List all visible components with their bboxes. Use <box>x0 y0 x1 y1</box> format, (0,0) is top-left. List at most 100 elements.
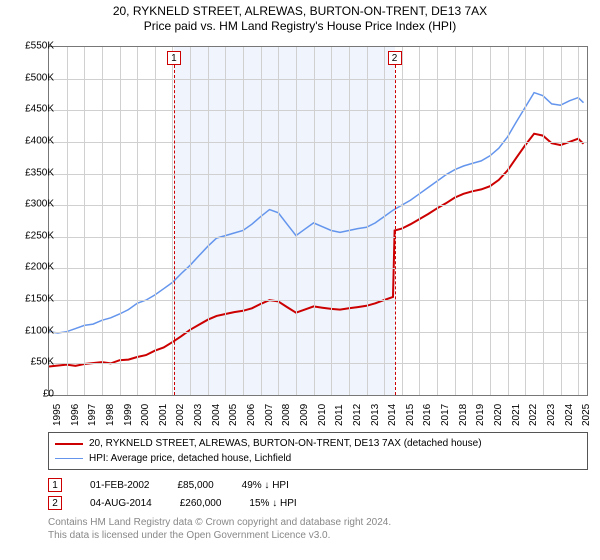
transaction-date: 01-FEB-2002 <box>90 480 149 491</box>
gridline-v <box>137 47 138 395</box>
transaction-delta: 15% ↓ HPI <box>249 498 296 509</box>
x-tick-label: 2005 <box>228 404 239 426</box>
x-tick-label: 2011 <box>334 404 345 426</box>
gridline-v <box>102 47 103 395</box>
x-tick-label: 2004 <box>211 404 222 426</box>
transaction-delta: 49% ↓ HPI <box>242 480 289 491</box>
x-tick-label: 2010 <box>317 404 328 426</box>
x-tick-label: 1996 <box>70 404 81 426</box>
x-tick-label: 2020 <box>493 404 504 426</box>
gridline-h <box>49 142 587 143</box>
y-tick-label: £550K <box>25 41 54 52</box>
x-tick-label: 2015 <box>405 404 416 426</box>
transaction-row: 2 04-AUG-2014 £260,000 15% ↓ HPI <box>48 494 588 512</box>
chart-title: 20, RYKNELD STREET, ALREWAS, BURTON-ON-T… <box>0 4 600 19</box>
swatch-hpi <box>55 458 83 459</box>
x-tick-label: 1995 <box>52 404 63 426</box>
x-tick-label: 2021 <box>511 404 522 426</box>
marker-box: 1 <box>167 51 181 65</box>
gridline-h <box>49 110 587 111</box>
x-tick-label: 2008 <box>281 404 292 426</box>
marker-box-icon: 2 <box>48 496 62 510</box>
y-tick-label: £450K <box>25 104 54 115</box>
x-tick-label: 2019 <box>475 404 486 426</box>
gridline-v <box>243 47 244 395</box>
gridline-v <box>561 47 562 395</box>
x-tick-label: 2023 <box>546 404 557 426</box>
legend-row-subject: 20, RYKNELD STREET, ALREWAS, BURTON-ON-T… <box>55 436 581 451</box>
gridline-v <box>67 47 68 395</box>
gridline-v <box>455 47 456 395</box>
transaction-date: 04-AUG-2014 <box>90 498 152 509</box>
y-tick-label: £350K <box>25 167 54 178</box>
gridline-v <box>508 47 509 395</box>
transaction-price: £260,000 <box>180 498 222 509</box>
attribution: Contains HM Land Registry data © Crown c… <box>48 516 588 542</box>
chart-subtitle: Price paid vs. HM Land Registry's House … <box>0 19 600 34</box>
y-tick-label: £500K <box>25 72 54 83</box>
gridline-v <box>525 47 526 395</box>
gridline-v <box>261 47 262 395</box>
y-tick-label: £300K <box>25 199 54 210</box>
gridline-v <box>472 47 473 395</box>
gridline-v <box>225 47 226 395</box>
x-tick-label: 2003 <box>193 404 204 426</box>
gridline-h <box>49 237 587 238</box>
gridline-v <box>190 47 191 395</box>
x-tick-label: 2016 <box>422 404 433 426</box>
marker-box-icon: 1 <box>48 478 62 492</box>
x-tick-label: 1998 <box>105 404 116 426</box>
gridline-v <box>120 47 121 395</box>
marker-line <box>395 65 396 395</box>
chart-title-block: 20, RYKNELD STREET, ALREWAS, BURTON-ON-T… <box>0 0 600 34</box>
gridline-h <box>49 268 587 269</box>
x-tick-label: 2013 <box>370 404 381 426</box>
gridline-h <box>49 300 587 301</box>
x-tick-label: 2012 <box>352 404 363 426</box>
legend-row-hpi: HPI: Average price, detached house, Lich… <box>55 451 581 466</box>
x-tick-label: 2022 <box>528 404 539 426</box>
attrib-line2: This data is licensed under the Open Gov… <box>48 529 588 542</box>
gridline-v <box>208 47 209 395</box>
gridline-h <box>49 363 587 364</box>
gridline-v <box>314 47 315 395</box>
gridline-v <box>437 47 438 395</box>
gridline-v <box>331 47 332 395</box>
gridline-v <box>349 47 350 395</box>
x-tick-label: 2007 <box>264 404 275 426</box>
gridline-v <box>155 47 156 395</box>
gridline-v <box>278 47 279 395</box>
gridline-v <box>402 47 403 395</box>
x-tick-label: 2009 <box>299 404 310 426</box>
y-tick-label: £50K <box>31 357 54 368</box>
marker-box: 2 <box>388 51 402 65</box>
transaction-row: 101-FEB-2002£85,00049% ↓ HPI <box>48 476 588 494</box>
y-tick-label: £100K <box>25 325 54 336</box>
swatch-subject <box>55 443 83 445</box>
legend-label-hpi: HPI: Average price, detached house, Lich… <box>89 451 291 466</box>
y-tick-label: £400K <box>25 135 54 146</box>
plot-area: 12 <box>48 46 588 396</box>
hpi-line <box>49 93 584 333</box>
x-tick-label: 2014 <box>387 404 398 426</box>
gridline-v <box>384 47 385 395</box>
gridline-h <box>49 205 587 206</box>
y-tick-label: £0 <box>43 389 54 400</box>
footer-block: 20, RYKNELD STREET, ALREWAS, BURTON-ON-T… <box>48 432 588 542</box>
x-tick-label: 2025 <box>581 404 592 426</box>
gridline-h <box>49 174 587 175</box>
price-chart: 20, RYKNELD STREET, ALREWAS, BURTON-ON-T… <box>0 0 600 560</box>
gridline-v <box>543 47 544 395</box>
x-tick-label: 2018 <box>458 404 469 426</box>
x-tick-label: 2000 <box>140 404 151 426</box>
attrib-line1: Contains HM Land Registry data © Crown c… <box>48 516 588 529</box>
line-paths <box>49 47 587 395</box>
gridline-v <box>490 47 491 395</box>
marker-line <box>174 65 175 395</box>
gridline-v <box>367 47 368 395</box>
x-tick-label: 2006 <box>246 404 257 426</box>
y-tick-label: £200K <box>25 262 54 273</box>
x-tick-label: 2024 <box>564 404 575 426</box>
y-tick-label: £250K <box>25 230 54 241</box>
gridline-h <box>49 332 587 333</box>
